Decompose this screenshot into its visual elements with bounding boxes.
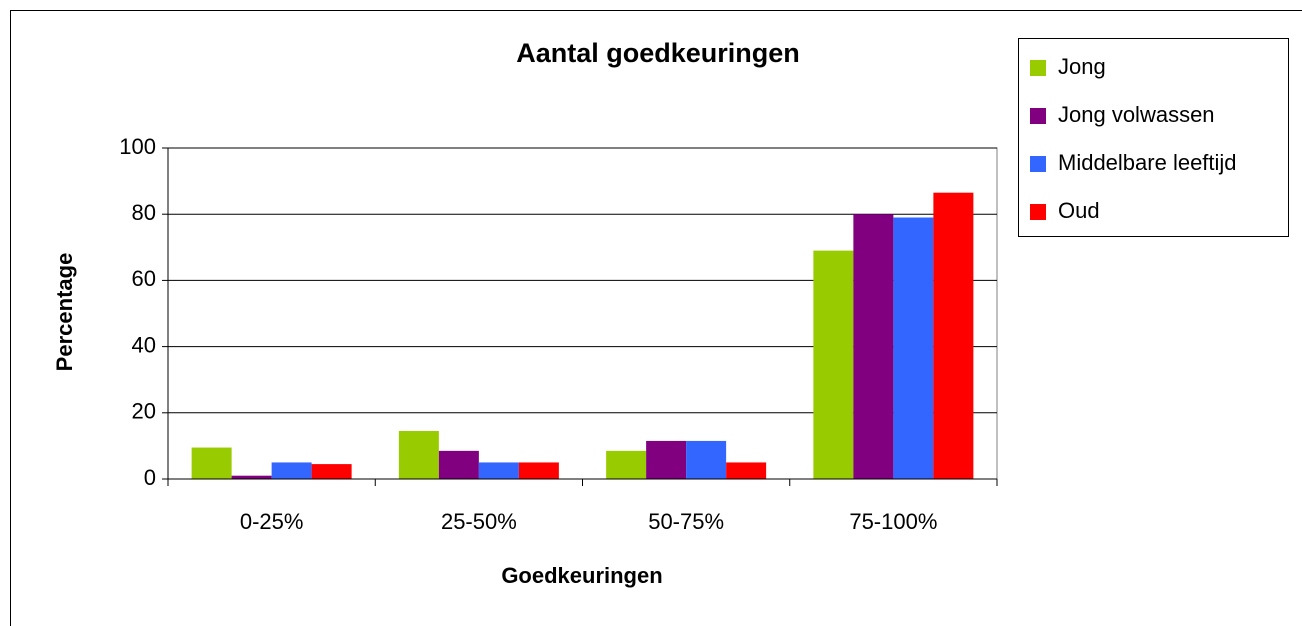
x-tick-label: 50-75% (648, 509, 724, 534)
y-tick-label: 100 (119, 134, 156, 159)
x-axis-title: Goedkeuringen (501, 563, 662, 588)
y-tick-label: 40 (132, 332, 156, 357)
legend-label: Middelbare leeftijd (1058, 150, 1237, 175)
bar (853, 214, 894, 479)
bar (231, 475, 272, 479)
legend-swatch (1030, 156, 1046, 172)
y-axis-title: Percentage (52, 253, 77, 372)
bar (933, 192, 974, 479)
x-tick-label: 0-25% (240, 509, 304, 534)
bar (726, 462, 767, 479)
x-tick-label: 75-100% (849, 509, 937, 534)
bar (893, 217, 934, 479)
y-tick-label: 0 (144, 465, 156, 490)
bar (686, 440, 727, 479)
y-tick-label: 60 (132, 266, 156, 291)
y-tick-label: 80 (132, 200, 156, 225)
bar (438, 450, 479, 479)
x-tick-label: 25-50% (441, 509, 517, 534)
chart-title: Aantal goedkeuringen (516, 38, 800, 68)
bar (813, 250, 854, 479)
bar (398, 431, 439, 479)
y-tick-label: 20 (132, 399, 156, 424)
legend-label: Jong volwassen (1058, 102, 1215, 127)
legend-label: Oud (1058, 198, 1100, 223)
legend-swatch (1030, 108, 1046, 124)
legend (1018, 38, 1289, 237)
bar (646, 440, 687, 479)
bar (606, 450, 647, 479)
legend-swatch (1030, 204, 1046, 220)
bar (518, 462, 559, 479)
legend-label: Jong (1058, 54, 1106, 79)
bar (311, 464, 352, 479)
bar (271, 462, 312, 479)
legend-swatch (1030, 60, 1046, 76)
bar (191, 447, 232, 479)
bar (478, 462, 519, 479)
